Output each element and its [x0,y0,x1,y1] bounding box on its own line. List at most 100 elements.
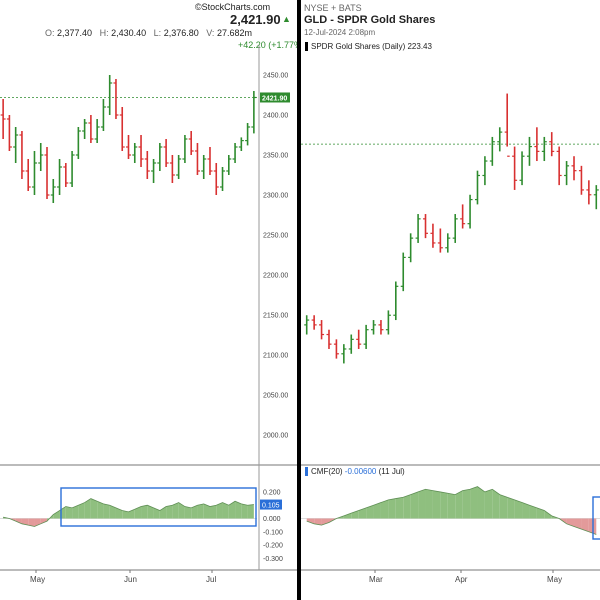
cmf-positive-area [203,503,210,519]
cmf-positive-area [477,486,485,519]
ohlcv-row: O: 2,377.40 H: 2,430.40 L: 2,376.80 V: 2… [45,28,252,38]
cmf-positive-area [122,510,129,519]
stat-value: 2,430.40 [111,28,147,38]
cmf-positive-area [536,507,545,519]
highlight-box [60,487,257,527]
stat-label: V: [206,28,215,38]
cmf-name: CMF(20) [311,467,343,476]
highlight-box [592,496,600,540]
up-arrow-icon: ▲ [282,14,291,24]
stat-value: 2,376.80 [163,28,199,38]
cmf-positive-area [529,505,537,519]
cmf-positive-area [403,494,411,519]
cmf-negative-area [306,518,315,524]
cmf-positive-area [72,505,79,519]
brand-logo: ©StockCharts.com [195,2,271,12]
cmf-positive-area [103,503,110,519]
cmf-negative-area [581,518,589,532]
cmf-positive-area [191,505,198,519]
cmf-positive-area [166,505,173,519]
cmf-negative-area [574,518,582,530]
cmf-positive-area [462,489,471,519]
cmf-positive-area [209,505,217,519]
exchange-label: NYSE + BATS [304,3,362,13]
cmf-negative-area [40,518,48,524]
y-tick-label: 2150.00 [263,313,288,320]
stat-label: O: [45,28,55,38]
cmf-positive-area [507,497,515,519]
y-tick-label: 2350.00 [263,153,288,160]
cmf-positive-area [343,513,352,519]
cmf-positive-area [455,490,463,519]
cmf-positive-area [109,505,116,519]
cmf-positive-area [65,506,73,519]
stat-value: 2,377.40 [57,28,93,38]
cmf-positive-area [216,502,223,519]
cmf-negative-area [314,518,322,526]
y-tick-label: 2200.00 [263,273,288,280]
chart-title: GLD - SPDR Gold Shares [304,14,436,26]
cmf-positive-area [358,507,367,519]
cmf-positive-area [247,504,254,519]
y-tick-label: 2300.00 [263,193,288,200]
cmf-negative-area [15,518,22,524]
cmf-positive-area [418,489,426,519]
price-change: +42.20 (+1.77%) [238,40,297,50]
cmf-positive-area [484,489,493,519]
cmf-positive-area [97,501,104,519]
cmf-negative-area [28,518,35,527]
last-price-tag-label: 2421.90 [262,95,287,102]
cmf-positive-area [499,494,508,519]
cmf-value-tag [260,499,282,510]
x-tick-label: May [547,575,562,584]
cmf-positive-area [53,510,60,519]
x-tick-label: Mar [369,575,383,584]
right-chart-svg: Mar Apr May [301,93,600,584]
last-price: 2,421.90 [230,12,281,27]
cmf-positive-area [153,507,160,519]
cmf-positive-area [115,507,123,519]
cmf-y-tick-label: 0.200 [263,489,281,496]
cmf-positive-area [84,498,91,519]
left-chart-panel: ©StockCharts.com NYSE + BATS 2,421.90 ▲ … [0,0,297,600]
cmf-positive-area [544,510,552,519]
cmf-y-tick-label: 0.000 [263,516,281,523]
cmf-positive-area [228,501,236,519]
cmf-positive-area [395,497,404,519]
cmf-line [3,498,254,527]
cmf-positive-area [432,490,441,519]
cmf-date: (11 Jul) [378,467,405,476]
cmf-negative-area [566,518,575,527]
cmf-line [306,486,597,535]
right-chart-panel: NYSE + BATS GLD - SPDR Gold Shares 12-Ju… [301,0,600,600]
cmf-negative-area [321,518,329,526]
x-tick-label: Jun [124,575,137,584]
cmf-positive-area [141,505,148,519]
cmf-positive-area [147,505,154,519]
y-tick-label: 2250.00 [263,233,288,240]
y-tick-label: 2050.00 [263,393,288,400]
cmf-positive-area [134,506,142,519]
cmf-positive-area [410,491,419,519]
x-tick-label: Jul [206,575,216,584]
stat-value: 27.682m [216,28,252,38]
cmf-y-tick-label: -0.100 [263,529,283,536]
cmf-positive-area [425,489,433,519]
stat-label: L: [153,28,162,38]
cmf-positive-area [388,498,396,519]
x-tick-label: Apr [455,575,468,584]
cmf-negative-area [34,518,41,527]
left-chart-svg: 2450.00 2400.00 2350.00 2300.00 2250.00 2200.… [0,45,297,584]
x-tick-label: May [30,575,45,584]
cmf-y-tick-label: -0.300 [263,556,283,563]
cmf-positive-area [447,493,456,519]
cmf-positive-area [178,502,185,519]
cmf-positive-area [78,502,85,519]
cmf-positive-area [90,498,98,519]
cmf-positive-area [197,503,204,519]
cmf-positive-area [373,502,381,519]
cmf-positive-area [172,502,179,519]
cmf-value: -0.00600 [344,467,377,476]
cmf-positive-area [470,486,478,519]
cmf-positive-area [440,491,448,519]
